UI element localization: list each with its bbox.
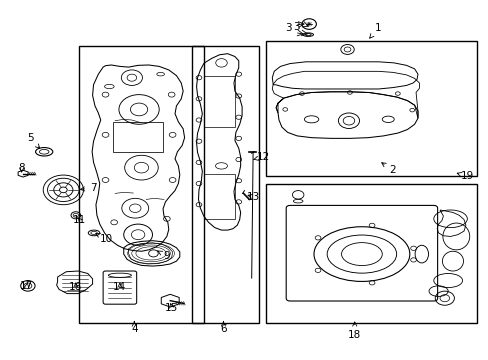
Bar xyxy=(191,46,258,323)
Text: 13: 13 xyxy=(246,192,260,202)
Text: 1: 1 xyxy=(369,23,381,38)
Bar xyxy=(203,174,234,219)
Text: 10: 10 xyxy=(96,233,113,244)
Text: 9: 9 xyxy=(158,251,169,261)
Text: 2: 2 xyxy=(381,163,395,175)
Text: 7: 7 xyxy=(81,183,97,193)
Text: 12: 12 xyxy=(253,152,269,162)
Bar xyxy=(203,76,234,127)
Text: 3: 3 xyxy=(293,22,300,32)
Bar xyxy=(79,46,203,323)
Bar xyxy=(112,122,163,152)
Text: 5: 5 xyxy=(27,133,40,148)
Bar xyxy=(265,41,476,176)
Text: 14: 14 xyxy=(113,282,126,292)
Text: 15: 15 xyxy=(164,303,178,313)
Text: 6: 6 xyxy=(220,321,226,334)
Text: 8: 8 xyxy=(18,163,25,173)
Bar xyxy=(265,184,476,323)
Text: 17: 17 xyxy=(20,281,34,291)
Text: 3: 3 xyxy=(284,23,291,33)
Text: 11: 11 xyxy=(73,215,86,225)
Text: 16: 16 xyxy=(69,282,82,292)
Text: 18: 18 xyxy=(347,322,361,340)
Text: 4: 4 xyxy=(131,321,137,334)
Text: 19: 19 xyxy=(456,171,473,181)
